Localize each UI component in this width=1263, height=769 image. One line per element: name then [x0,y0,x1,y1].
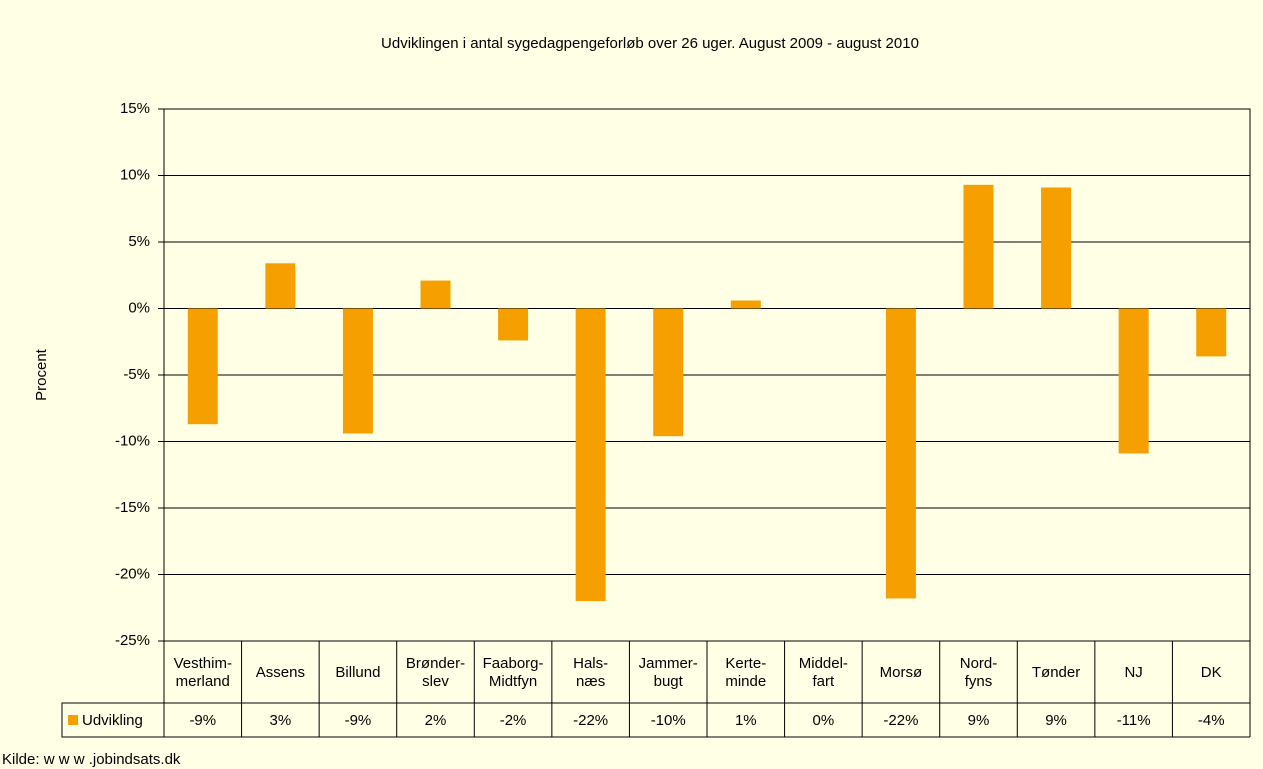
bar [187,308,218,425]
y-tick-label: -25% [115,632,150,649]
bar [498,308,529,341]
bar [575,308,606,602]
bar [730,300,761,309]
y-axis-label: Procent [33,348,50,401]
data-label: -22% [573,712,608,729]
x-tick-label: Hals-næs [573,655,608,690]
x-tick-label: Faaborg-Midtfyn [483,655,544,690]
x-tick-line: næs [576,673,605,690]
x-tick-label: NJ [1124,664,1142,681]
x-tick-line: Billund [335,664,380,681]
x-tick-line: Assens [256,664,305,681]
y-tick-label: 15% [120,100,150,117]
legend-label: Udvikling [82,712,143,729]
x-tick-label: Nord-fyns [960,655,998,690]
data-label: 9% [1045,712,1067,729]
y-tick-label: -5% [123,366,150,383]
data-label: 3% [270,712,292,729]
x-tick-line: Vesthim- [174,655,232,672]
data-label: -11% [1117,712,1151,729]
data-label: 1% [735,712,757,729]
x-tick-line: Kerte- [725,655,766,672]
x-tick-line: NJ [1124,664,1142,681]
x-tick-label: Middel-fart [799,655,848,690]
x-tick-line: Middel- [799,655,848,672]
x-tick-line: Midtfyn [489,673,537,690]
x-tick-line: Nord- [960,655,998,672]
x-tick-line: fyns [965,673,993,690]
x-tick-label: Jammer-bugt [639,655,698,690]
data-label: 9% [968,712,990,729]
x-tick-line: bugt [654,673,684,690]
x-tick-label: Morsø [880,664,923,681]
chart-title: Udviklingen i antal sygedagpengeforløb o… [381,35,919,52]
x-tick-label: Billund [335,664,380,681]
data-label: 0% [813,712,835,729]
data-label: -9% [345,712,372,729]
y-tick-label: -10% [115,432,150,449]
bar [1041,187,1072,309]
data-label: -10% [651,712,686,729]
x-tick-line: Brønder- [406,655,465,672]
source: Kilde: w w w .jobindsats.dk [2,751,181,768]
x-tick-label: DK [1201,664,1222,681]
x-tick-line: DK [1201,664,1222,681]
bar [963,184,994,309]
data-label: 2% [425,712,447,729]
x-tick-label: Kerte-minde [725,655,766,690]
bar [885,308,916,599]
y-tick-label: -15% [115,499,150,516]
y-tick-label: -20% [115,565,150,582]
bar [420,280,451,309]
bar [653,308,684,437]
data-label: -22% [883,712,918,729]
y-tick-label: 5% [128,233,150,250]
bar [265,263,296,309]
data-label: -4% [1198,712,1225,729]
bar [1118,308,1149,454]
x-tick-line: Hals- [573,655,608,672]
y-tick-label: 0% [128,299,150,316]
x-tick-line: Jammer- [639,655,698,672]
x-tick-label: Vesthim-merland [174,655,232,690]
x-tick-line: fart [813,673,836,690]
x-tick-line: slev [422,673,449,690]
bar [342,308,373,434]
x-tick-line: minde [725,673,766,690]
x-tick-label: Brønder-slev [406,655,465,690]
x-tick-line: Faaborg- [483,655,544,672]
x-tick-label: Tønder [1032,664,1080,681]
bar [1196,308,1227,357]
x-tick-line: Tønder [1032,664,1080,681]
data-label: -9% [189,712,216,729]
x-tick-line: Morsø [880,664,923,681]
legend-swatch [68,715,78,725]
data-label: -2% [500,712,527,729]
x-tick-label: Assens [256,664,305,681]
x-tick-line: merland [176,673,230,690]
y-tick-label: 10% [120,166,150,183]
